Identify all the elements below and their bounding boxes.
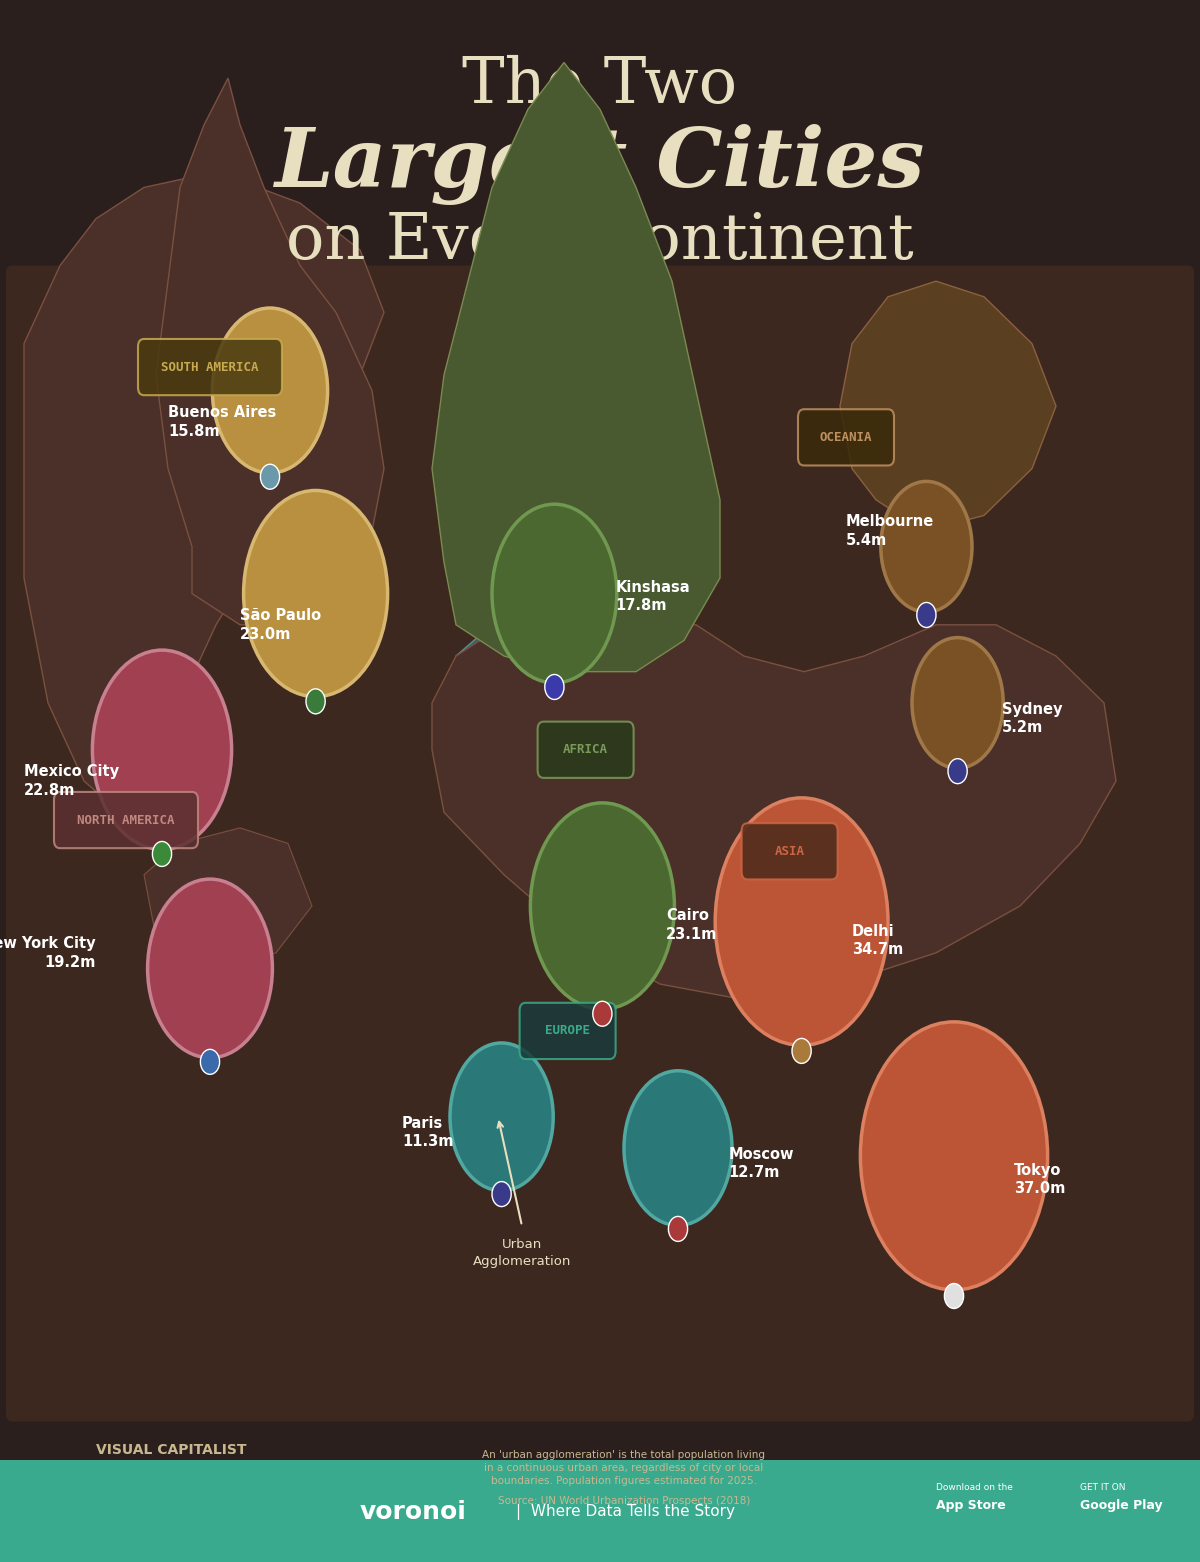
Ellipse shape (868, 1070, 1040, 1253)
Text: Download on the: Download on the (936, 1482, 1013, 1492)
Text: Kinshasa
17.8m: Kinshasa 17.8m (616, 580, 690, 614)
Text: An 'urban agglomeration' is the total population living
in a continuous urban ar: An 'urban agglomeration' is the total po… (482, 1450, 766, 1485)
Text: GET IT ON: GET IT ON (1080, 1482, 1126, 1492)
Text: Paris
11.3m: Paris 11.3m (402, 1115, 454, 1150)
Ellipse shape (217, 337, 323, 450)
Text: SOUTH AMERICA: SOUTH AMERICA (161, 361, 259, 373)
Ellipse shape (884, 505, 968, 594)
Text: Tokyo
37.0m: Tokyo 37.0m (1014, 1162, 1066, 1196)
Ellipse shape (530, 803, 674, 1009)
FancyBboxPatch shape (538, 722, 634, 778)
FancyBboxPatch shape (798, 409, 894, 465)
Ellipse shape (454, 1070, 550, 1170)
Circle shape (492, 1181, 511, 1206)
Ellipse shape (715, 798, 888, 1045)
Text: Google Play: Google Play (1080, 1500, 1163, 1512)
Text: Largest Cities: Largest Cities (275, 123, 925, 205)
Polygon shape (432, 62, 720, 672)
Ellipse shape (492, 505, 617, 683)
Ellipse shape (624, 1072, 732, 1225)
Ellipse shape (212, 308, 328, 473)
Polygon shape (444, 78, 696, 640)
Ellipse shape (535, 840, 670, 981)
Circle shape (545, 675, 564, 700)
Text: Mexico City
22.8m: Mexico City 22.8m (24, 764, 119, 798)
Text: The Two: The Two (462, 55, 738, 117)
Circle shape (260, 464, 280, 489)
Ellipse shape (97, 686, 227, 822)
Ellipse shape (244, 490, 388, 697)
Text: Sydney
5.2m: Sydney 5.2m (1002, 701, 1062, 736)
FancyBboxPatch shape (742, 823, 838, 879)
Text: NORTH AMERICA: NORTH AMERICA (77, 814, 175, 826)
Text: ASIA: ASIA (775, 845, 805, 858)
Polygon shape (144, 828, 312, 968)
Text: Source: UN World Urbanization Prospects (2018): Source: UN World Urbanization Prospects … (498, 1496, 750, 1506)
Text: App Store: App Store (936, 1500, 1006, 1512)
Polygon shape (444, 578, 720, 797)
Text: Delhi
34.7m: Delhi 34.7m (852, 923, 904, 958)
Text: EUROPE: EUROPE (545, 1025, 590, 1037)
Ellipse shape (721, 843, 882, 1012)
Ellipse shape (912, 637, 1003, 769)
Circle shape (200, 1050, 220, 1075)
FancyBboxPatch shape (54, 792, 198, 848)
FancyBboxPatch shape (0, 1460, 1200, 1562)
Text: AFRICA: AFRICA (563, 744, 608, 756)
FancyBboxPatch shape (520, 1003, 616, 1059)
Ellipse shape (92, 650, 232, 850)
Text: São Paulo
23.0m: São Paulo 23.0m (240, 608, 322, 642)
Polygon shape (432, 625, 1116, 1000)
Ellipse shape (250, 528, 383, 669)
Text: Urban
Agglomeration: Urban Agglomeration (473, 1237, 571, 1268)
Polygon shape (24, 172, 384, 812)
Text: New York City
19.2m: New York City 19.2m (0, 936, 96, 970)
Circle shape (792, 1039, 811, 1064)
Ellipse shape (628, 1100, 728, 1204)
Circle shape (917, 603, 936, 628)
Polygon shape (156, 78, 384, 625)
Ellipse shape (916, 661, 1000, 750)
Circle shape (593, 1001, 612, 1026)
Circle shape (944, 1284, 964, 1309)
Text: |  Where Data Tells the Story: | Where Data Tells the Story (516, 1504, 734, 1520)
Ellipse shape (148, 879, 272, 1057)
Text: Melbourne
5.4m: Melbourne 5.4m (846, 514, 935, 548)
Text: VISUAL CAPITALIST: VISUAL CAPITALIST (96, 1443, 246, 1456)
Circle shape (948, 759, 967, 784)
Text: Buenos Aires
15.8m: Buenos Aires 15.8m (168, 405, 276, 439)
Ellipse shape (497, 537, 612, 659)
Circle shape (152, 842, 172, 867)
Text: voronoi: voronoi (360, 1500, 467, 1525)
FancyBboxPatch shape (6, 266, 1194, 1421)
Polygon shape (840, 281, 1056, 531)
Text: Moscow
12.7m: Moscow 12.7m (728, 1147, 794, 1181)
Ellipse shape (860, 1022, 1048, 1290)
Ellipse shape (881, 481, 972, 612)
Circle shape (668, 1217, 688, 1242)
FancyBboxPatch shape (138, 339, 282, 395)
Ellipse shape (450, 1043, 553, 1190)
Text: on Every Continent: on Every Continent (286, 211, 914, 273)
Text: Cairo
23.1m: Cairo 23.1m (666, 908, 718, 942)
Circle shape (306, 689, 325, 714)
Text: OCEANIA: OCEANIA (820, 431, 872, 444)
Ellipse shape (152, 912, 268, 1034)
